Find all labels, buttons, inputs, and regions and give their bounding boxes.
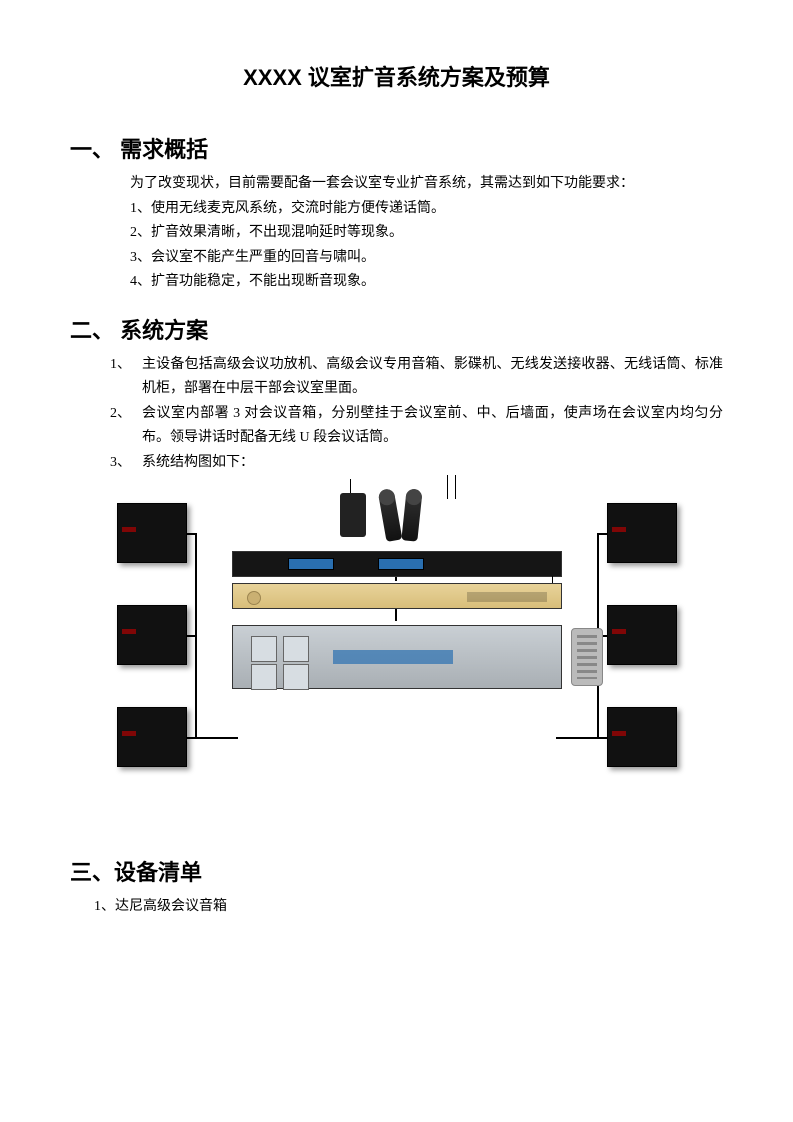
display-icon <box>378 558 424 570</box>
list-item: 2、扩音效果清晰，不出现混响延时等现象。 <box>130 221 723 246</box>
speaker-icon <box>607 605 677 665</box>
section2-list: 1、 主设备包括高级会议功放机、高级会议专用音箱、影碟机、无线发送接收器、无线话… <box>110 353 723 476</box>
item-text: 主设备包括高级会议功放机、高级会议专用音箱、影碟机、无线发送接收器、无线话筒、标… <box>142 353 723 402</box>
rack-icon <box>232 551 562 689</box>
item-text: 系统结构图如下： <box>142 451 723 476</box>
remote-control-icon <box>571 628 603 686</box>
wire-icon <box>556 737 599 739</box>
handheld-mic-icon <box>377 488 402 542</box>
document-page: XXXX 议室扩音系统方案及预算 一、 需求概括 为了改变现状，目前需要配备一套… <box>0 0 793 1122</box>
document-title: XXXX 议室扩音系统方案及预算 <box>70 60 723 92</box>
item-number: 2、 <box>110 402 142 451</box>
knob-icon <box>251 636 277 662</box>
amplifier-icon <box>232 625 562 689</box>
knob-icon <box>283 636 309 662</box>
wireless-receiver-icon <box>232 551 562 577</box>
section2-heading: 二、 系统方案 <box>70 313 723 345</box>
list-item: 3、 系统结构图如下： <box>110 451 723 476</box>
wire-icon <box>187 533 197 535</box>
speaker-icon <box>607 707 677 767</box>
section3-heading: 三、设备清单 <box>70 855 723 887</box>
wire-icon <box>195 737 238 739</box>
item-number: 3、 <box>110 451 142 476</box>
list-item: 1、 主设备包括高级会议功放机、高级会议专用音箱、影碟机、无线发送接收器、无线话… <box>110 353 723 402</box>
equipment-stack <box>232 485 562 689</box>
knob-icon <box>283 664 309 690</box>
item-number: 1、 <box>110 353 142 402</box>
handheld-mic-icon <box>401 488 422 541</box>
section1-intro: 为了改变现状，目前需要配备一套会议室专业扩音系统，其需达到如下功能要求： <box>130 172 723 197</box>
section3-item: 1、达尼高级会议音箱 <box>94 895 723 920</box>
knob-icon <box>251 664 277 690</box>
wireless-mic-set-icon <box>232 485 562 545</box>
system-structure-diagram <box>117 485 677 825</box>
speaker-icon <box>117 605 187 665</box>
speaker-icon <box>117 707 187 767</box>
amp-label-icon <box>333 650 453 664</box>
list-item: 2、 会议室内部署 3 对会议音箱，分别壁挂于会议室前、中、后墙面，使声场在会议… <box>110 402 723 451</box>
item-text: 会议室内部署 3 对会议音箱，分别壁挂于会议室前、中、后墙面，使声场在会议室内均… <box>142 402 723 451</box>
bodypack-transmitter-icon <box>340 493 366 537</box>
dvd-player-icon <box>232 583 562 609</box>
antenna-icon <box>455 475 456 499</box>
speaker-icon <box>117 503 187 563</box>
antenna-icon <box>447 475 448 499</box>
section1-list: 1、使用无线麦克风系统，交流时能方便传递话筒。 2、扩音效果清晰，不出现混响延时… <box>130 197 723 295</box>
wire-icon <box>187 635 197 637</box>
list-item: 4、扩音功能稳定，不能出现断音现象。 <box>130 270 723 295</box>
display-icon <box>288 558 334 570</box>
speaker-icon <box>607 503 677 563</box>
section1-heading: 一、 需求概括 <box>70 132 723 164</box>
wire-icon <box>597 533 607 535</box>
list-item: 3、会议室不能产生严重的回音与啸叫。 <box>130 246 723 271</box>
list-item: 1、使用无线麦克风系统，交流时能方便传递话筒。 <box>130 197 723 222</box>
